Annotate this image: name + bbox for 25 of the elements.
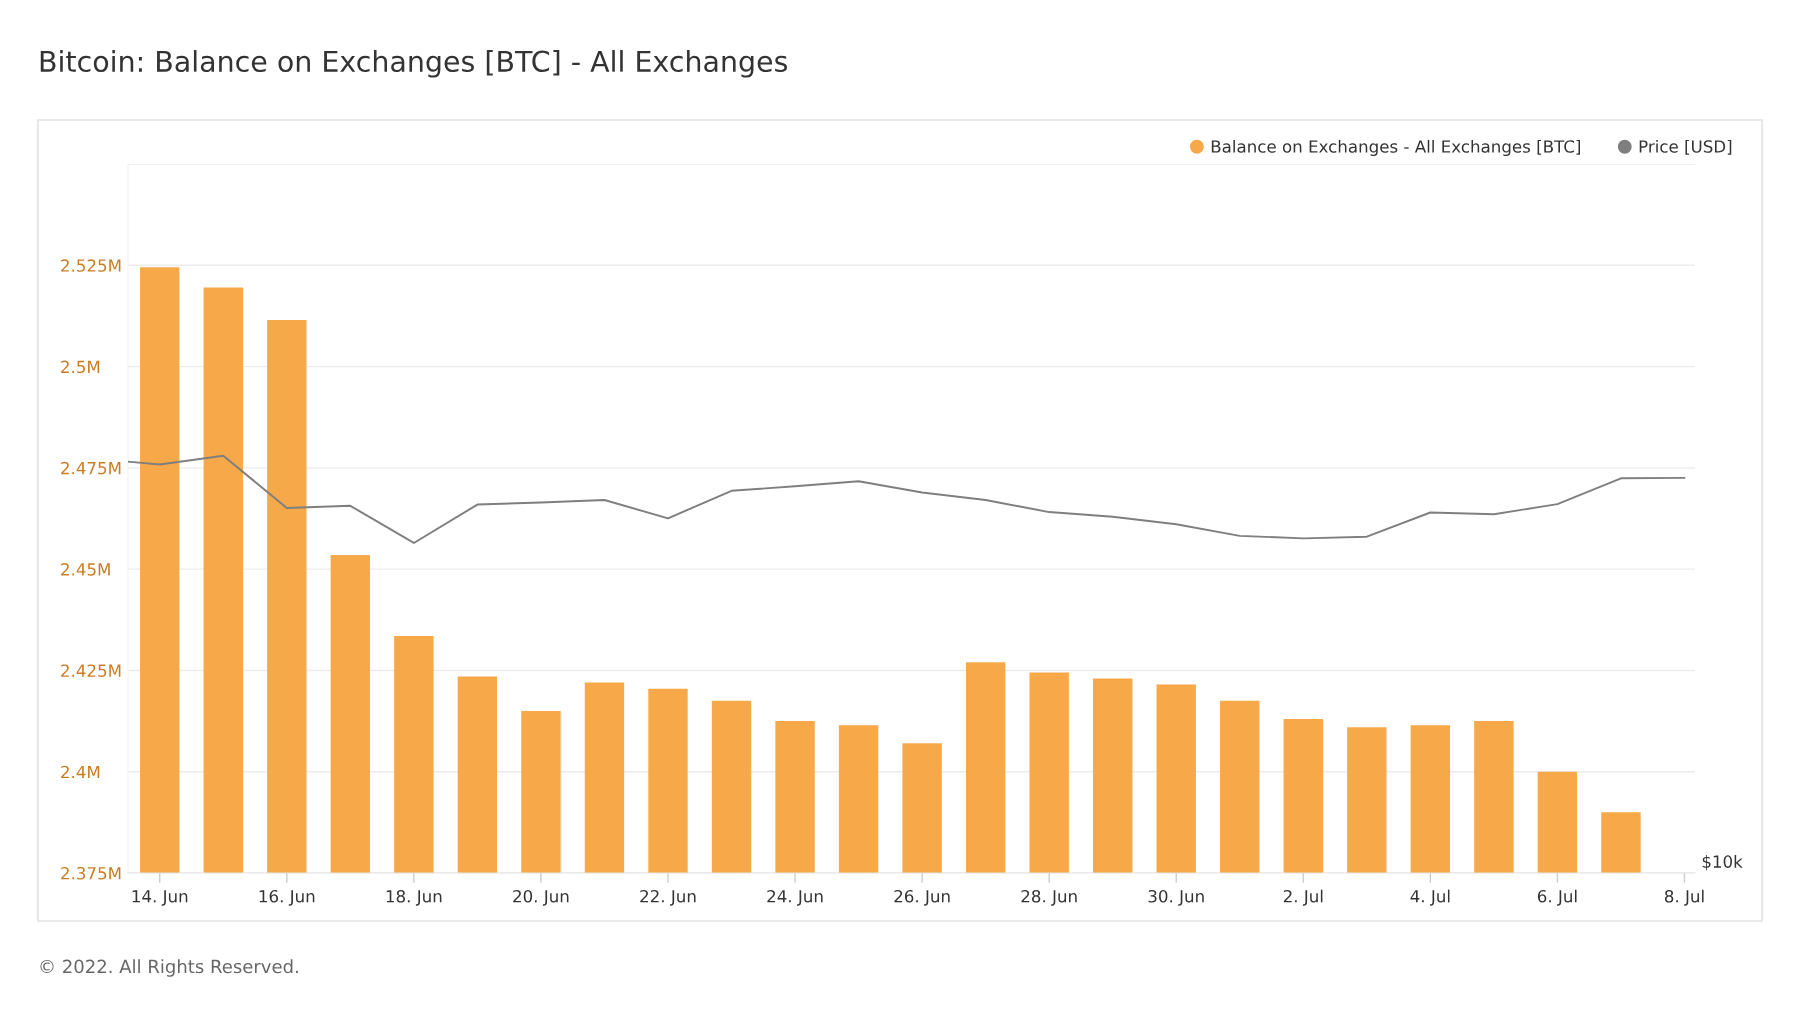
x-tick-label: 24. Jun [767,889,823,906]
x-tick-label: 8. Jul [1664,889,1704,906]
x-tick-label: 2. Jul [1283,889,1323,906]
text: © 2022. All Rights Reserved. [40,959,298,977]
y-tick-label: 2.475M [61,461,121,475]
y-tick-label: 2.375M [61,866,121,880]
x-tick-label: 4. Jul [1410,889,1450,906]
x-tick-label: 14. Jun [132,890,188,906]
x-tick-label: 30. Jun [1148,889,1204,906]
y-tick-label: 2.45M [61,563,110,576]
legend-label: Balance on Exchanges - All Exchanges [BTC] [1211,139,1580,157]
legend-label: Price [USD] [1639,139,1732,155]
x-tick-label: 16. Jun [259,889,315,906]
x-tick-label: 6. Jul [1537,889,1577,906]
x-tick-label: 20. Jun [513,889,569,906]
x-tick-label: 28. Jun [1021,889,1077,906]
y-tick-label: 2.4M [61,765,100,779]
chart-title: Bitcoin: Balance on Exchanges [BTC] - All Exchanges [40,50,788,78]
x-tick-label: 26. Jun [894,889,950,906]
y-tick-label: 2.425M [61,664,121,677]
text: $10k [1702,855,1743,871]
x-tick-label: 18. Jun [386,889,442,906]
y-tick-label: 2.5M [61,360,100,374]
y-tick-label: 2.525M [61,259,121,272]
x-tick-label: 22. Jun [640,889,696,906]
